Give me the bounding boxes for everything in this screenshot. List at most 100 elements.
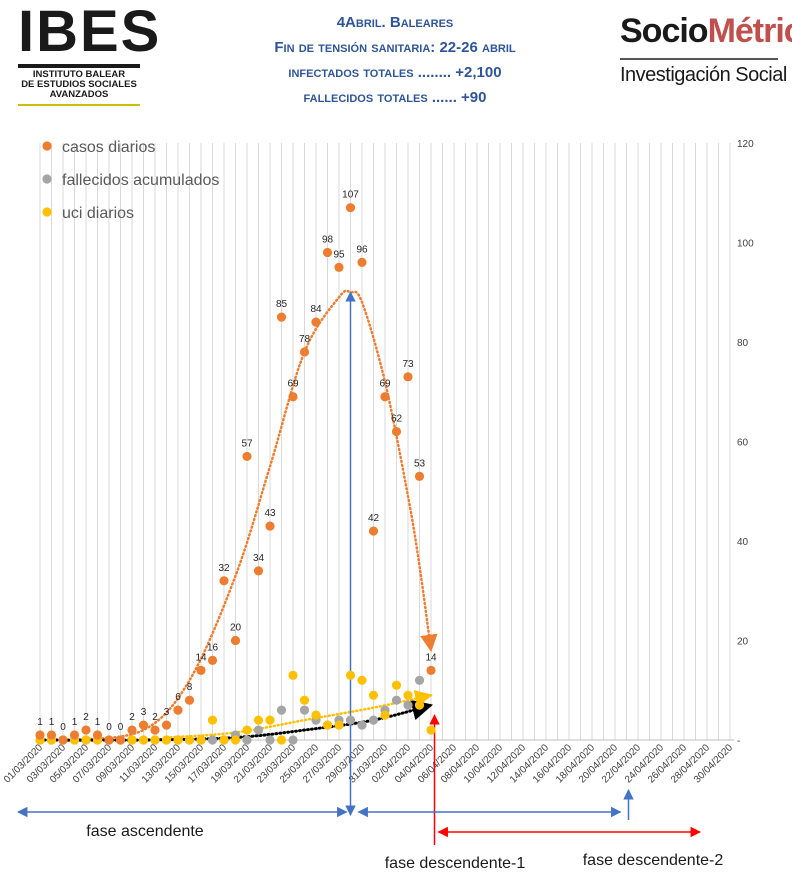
point-fallecidos-acumulados xyxy=(288,735,298,745)
data-label: 1 xyxy=(37,717,43,728)
point-casos-diarios xyxy=(334,262,344,272)
sociometrica-logo-subtitle: Investigación Social xyxy=(620,64,787,86)
point-uci-diarios xyxy=(173,735,183,745)
point-casos-diarios xyxy=(58,735,68,745)
point-uci-diarios xyxy=(345,670,356,680)
legend-entry-2: uci diarios xyxy=(62,205,134,222)
point-fallecidos-acumulados xyxy=(265,735,275,745)
point-casos-diarios xyxy=(150,725,160,735)
point-casos-diarios xyxy=(322,247,333,258)
point-uci-diarios xyxy=(219,735,229,745)
ibes-logo-bar xyxy=(18,104,140,106)
point-uci-diarios xyxy=(81,735,91,745)
point-uci-diarios xyxy=(380,710,390,720)
y-tick-label: 100 xyxy=(737,239,754,250)
point-casos-diarios xyxy=(46,730,57,740)
legend-entry-1: fallecidos acumulados xyxy=(62,172,219,189)
point-casos-diarios xyxy=(414,471,425,481)
chart: -2040608010012001/03/202003/03/202005/03… xyxy=(2,139,754,872)
ibes-logo-line3: AVANZADOS xyxy=(49,89,109,100)
point-uci-diarios xyxy=(288,670,298,680)
data-labels: 1 1 0 1 2 1 0 02 3 2 36814163220573443856978849895… xyxy=(37,190,437,733)
point-uci-diarios xyxy=(161,735,172,745)
vertical-gridlines xyxy=(39,143,731,740)
data-label: 42 xyxy=(368,513,380,524)
point-uci-diarios xyxy=(230,735,241,745)
point-casos-diarios xyxy=(368,526,379,536)
point-casos-diarios xyxy=(242,451,252,462)
point-casos-diarios xyxy=(230,635,241,646)
data-label: 6 xyxy=(175,692,181,703)
point-uci-diarios xyxy=(426,725,436,735)
point-uci-diarios xyxy=(207,715,218,725)
point-fallecidos-acumulados xyxy=(253,725,264,735)
point-fallecidos-acumulados xyxy=(357,720,367,730)
title-line-3: infectados totales ........ +2,100 xyxy=(288,64,502,81)
data-label: 53 xyxy=(414,458,426,469)
data-label: 73 xyxy=(402,359,414,370)
data-label: 3 xyxy=(141,707,147,718)
y-tick-label: - xyxy=(737,736,740,747)
point-casos-diarios xyxy=(35,730,45,740)
point-casos-diarios xyxy=(345,203,356,213)
point-uci-diarios xyxy=(403,690,413,700)
data-label: 78 xyxy=(299,334,311,345)
legend-marker-1 xyxy=(42,174,52,184)
sociometrica-logo-part2: Métrica xyxy=(707,12,792,50)
point-casos-diarios xyxy=(219,576,229,586)
point-fallecidos-acumulados xyxy=(391,695,402,705)
phase-label-ascendente: fase ascendente xyxy=(86,823,204,840)
phase-markers xyxy=(345,291,634,845)
phase-annotations: fase ascendente fase descendente-1 fase de… xyxy=(16,806,723,872)
point-casos-diarios xyxy=(138,720,149,730)
data-label: 2 xyxy=(152,712,158,723)
data-label: 62 xyxy=(391,414,403,425)
point-casos-diarios xyxy=(380,392,390,402)
point-casos-diarios xyxy=(276,312,287,322)
data-label: 69 xyxy=(379,379,391,390)
point-uci-diarios xyxy=(127,735,137,745)
header: IBES INSTITUTO BALEAR DE ESTUDIOS SOCIAL… xyxy=(0,0,792,110)
point-casos-diarios xyxy=(127,725,137,735)
point-casos-diarios xyxy=(81,725,91,735)
sociometrica-logo: SocioMétrica Investigación Social xyxy=(620,12,792,92)
data-label: 34 xyxy=(253,553,265,564)
point-uci-diarios xyxy=(368,690,379,700)
point-casos-diarios xyxy=(69,730,80,740)
point-uci-diarios xyxy=(196,735,206,745)
point-fallecidos-acumulados xyxy=(414,675,425,685)
data-label: 14 xyxy=(195,652,207,663)
point-fallecidos-acumulados xyxy=(207,735,218,745)
point-uci-diarios xyxy=(391,680,402,690)
point-uci-diarios xyxy=(276,735,287,745)
page-title: 4Abril. Baleares Fin de tensión sanitari… xyxy=(230,10,560,110)
point-uci-diarios xyxy=(138,735,149,745)
point-uci-diarios xyxy=(357,675,367,685)
point-uci-diarios xyxy=(414,700,425,710)
data-label: 8 xyxy=(187,682,193,693)
data-label: 85 xyxy=(276,299,288,310)
point-fallecidos-acumulados xyxy=(345,715,356,725)
ibes-logo-letters: IBES xyxy=(18,0,162,64)
point-uci-diarios xyxy=(322,720,333,730)
sociometrica-logo-part1: Socio xyxy=(620,12,709,50)
data-label: 1 xyxy=(95,717,101,728)
ibes-logo: IBES INSTITUTO BALEAR DE ESTUDIOS SOCIAL… xyxy=(18,0,159,106)
data-label: 0 xyxy=(118,722,124,733)
y-tick-label: 120 xyxy=(737,139,754,150)
point-fallecidos-acumulados xyxy=(299,705,310,715)
y-tick-label: 20 xyxy=(737,637,749,648)
ibes-logo-line1: INSTITUTO BALEAR xyxy=(32,69,126,80)
point-casos-diarios xyxy=(311,317,321,327)
data-label: 16 xyxy=(207,642,219,653)
data-label: 32 xyxy=(218,563,230,574)
point-casos-diarios xyxy=(265,521,275,531)
point-casos-diarios xyxy=(299,347,310,357)
data-label: 1 xyxy=(72,717,78,728)
point-casos-diarios xyxy=(288,392,298,402)
phase-label-descendente-1: fase descendente-1 xyxy=(385,855,526,872)
data-label: 2 xyxy=(83,712,89,723)
ibes-logo-line2: DE ESTUDIOS SOCIALES xyxy=(21,79,137,90)
point-casos-diarios xyxy=(426,665,436,675)
legend-entry-0: casos diarios xyxy=(62,139,155,156)
